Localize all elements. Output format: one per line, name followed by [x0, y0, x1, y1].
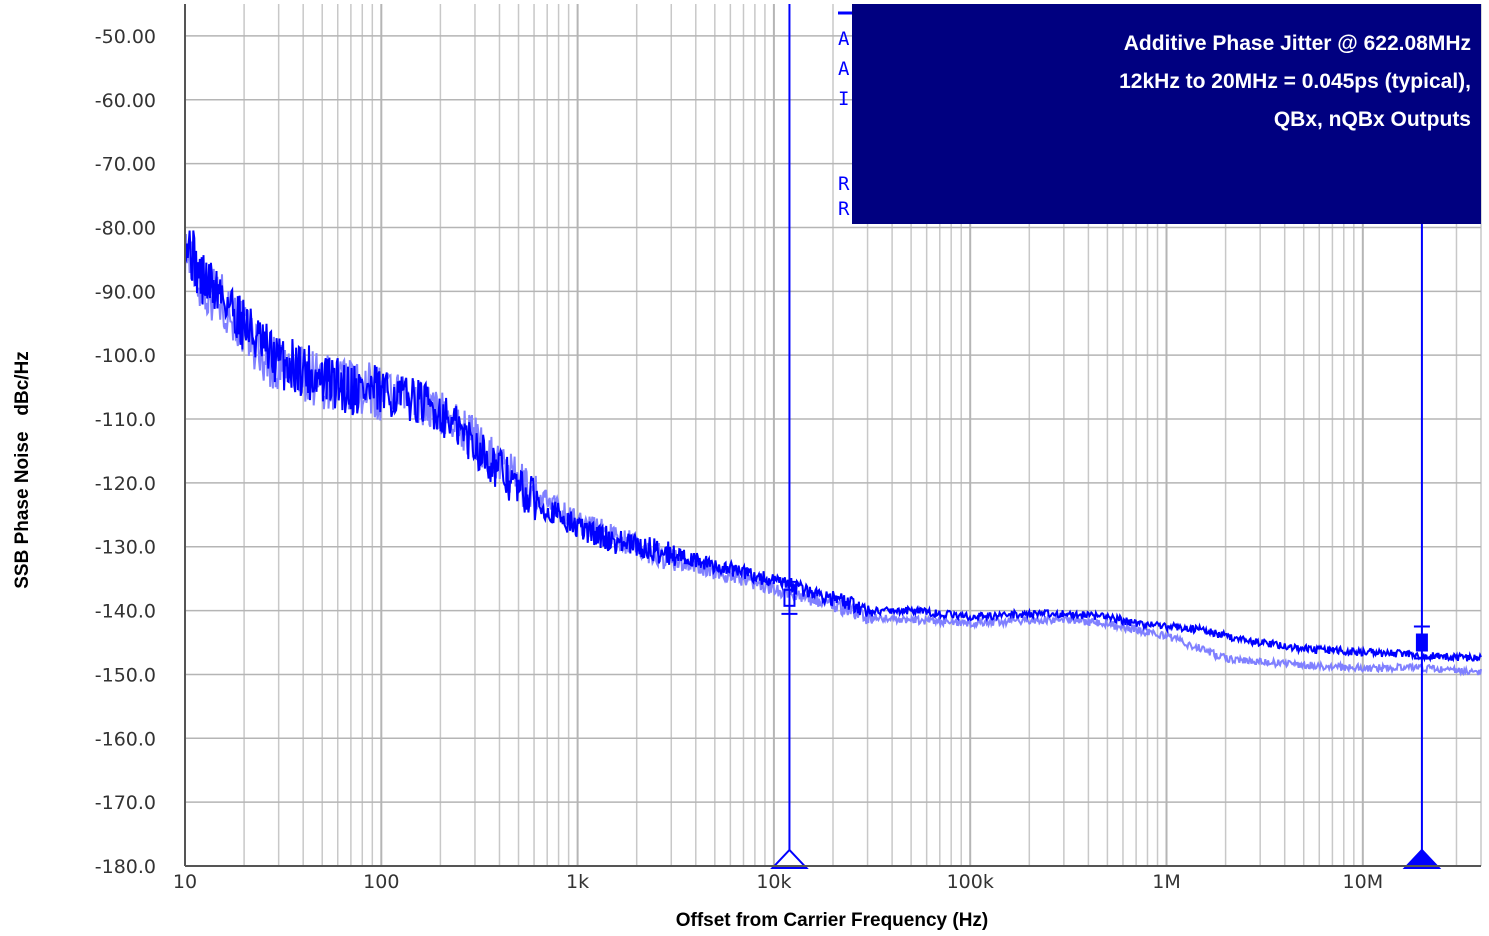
y-tick-label: -90.00	[95, 281, 156, 303]
series-line-2	[184, 230, 1482, 663]
y-tick-label: -180.0	[95, 856, 156, 878]
x-tick-label: 1k	[566, 871, 589, 893]
x-tick-label: 100k	[947, 871, 994, 893]
x-tick-labels: 10 100 1k 10k 100k 1M 10M	[173, 871, 1383, 893]
y-tick-label: -100.0	[95, 345, 156, 367]
annotation-line-1: Additive Phase Jitter @ 622.08MHz	[1124, 32, 1471, 55]
y-tick-label: -110.0	[95, 409, 156, 431]
x-tick-label: 10	[173, 871, 197, 893]
x-axis-label: Offset from Carrier Frequency (Hz)	[676, 910, 989, 931]
annotation-line-2: 12kHz to 20MHz = 0.045ps (typical),	[1119, 70, 1471, 93]
y-tick-label: -150.0	[95, 664, 156, 686]
x-tick-label: 10M	[1343, 871, 1384, 893]
annotation-box	[852, 4, 1481, 224]
x-tick-label: 100	[363, 871, 399, 893]
series-layer	[184, 230, 1482, 677]
readout-fragment: A	[838, 28, 850, 50]
y-tick-label: -140.0	[95, 601, 156, 623]
readout-fragment: A	[838, 58, 850, 80]
x-tick-label: 10k	[756, 871, 791, 893]
y-tick-label: -50.00	[95, 26, 156, 48]
x-tick-label: 1M	[1152, 871, 1180, 893]
y-tick-label: -80.00	[95, 217, 156, 239]
y-tick-label: -130.0	[95, 537, 156, 559]
readout-fragment: R	[838, 173, 850, 195]
marker-point-1	[783, 588, 796, 607]
marker-triangle-1	[770, 848, 809, 869]
y-tick-label: -70.00	[95, 154, 156, 176]
marker-point-2	[1415, 633, 1428, 652]
y-tick-label: -60.00	[95, 90, 156, 112]
readout-fragment: I	[838, 88, 849, 110]
readout-fragment: R	[838, 198, 850, 220]
plot-frame	[184, 4, 1481, 867]
y-tick-labels: -50.00 -60.00 -70.00 -80.00 -90.00 -100.0 -110…	[95, 26, 156, 878]
y-tick-label: -120.0	[95, 473, 156, 495]
y-tick-label: -160.0	[95, 728, 156, 750]
marker-triangle-2	[1402, 848, 1442, 869]
y-tick-label: -170.0	[95, 792, 156, 814]
annotation-line-3: QBx, nQBx Outputs	[1274, 108, 1471, 131]
y-axis-label: SSB Phase Noise dBc/Hz	[12, 351, 33, 589]
